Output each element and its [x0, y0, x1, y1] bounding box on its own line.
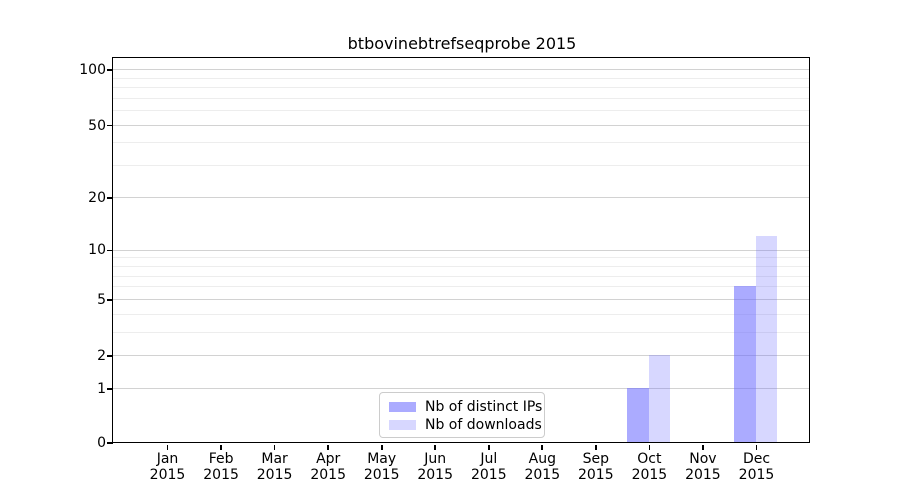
y-tick-mark: [106, 196, 113, 199]
minor-gridline: [113, 97, 810, 99]
x-tick-year: 2015: [310, 467, 346, 483]
x-tick-label: May 2015: [342, 451, 422, 483]
x-tick-month: Dec: [742, 451, 771, 467]
x-tick-label: Jan 2015: [128, 451, 208, 483]
bar-dec-distinct-ips: [734, 286, 756, 443]
x-tick-mark: [273, 444, 276, 450]
legend: Nb of distinct IPs Nb of downloads: [379, 392, 545, 438]
y-tick-label: 100: [79, 61, 106, 78]
minor-gridline: [113, 87, 810, 89]
x-tick-year: 2015: [631, 467, 668, 483]
y-tick-label: 5: [97, 291, 106, 308]
minor-gridline: [113, 165, 810, 167]
minor-gridline: [113, 275, 810, 277]
x-tick-label: Sep 2015: [556, 451, 636, 483]
y-tick-label: 10: [88, 242, 106, 259]
x-tick-year: 2015: [149, 467, 186, 483]
legend-item-downloads: Nb of downloads: [389, 416, 542, 434]
legend-label-downloads: Nb of downloads: [425, 417, 542, 433]
x-tick-month: Feb: [208, 451, 234, 467]
y-tick-mark: [106, 124, 113, 127]
major-gridline: [113, 388, 810, 390]
x-tick-label: Apr 2015: [288, 451, 368, 483]
x-tick-mark: [594, 444, 597, 450]
minor-gridline: [113, 265, 810, 267]
x-tick-mark: [541, 444, 544, 450]
y-tick-mark: [106, 355, 113, 358]
x-tick-year: 2015: [577, 467, 614, 483]
x-tick-year: 2015: [685, 467, 721, 483]
x-tick-year: 2015: [470, 467, 507, 483]
y-tick-mark: [106, 298, 113, 301]
y-tick-mark: [106, 388, 113, 391]
minor-gridline: [113, 286, 810, 288]
minor-gridline: [113, 331, 810, 333]
x-tick-year: 2015: [203, 467, 239, 483]
minor-gridline: [113, 142, 810, 144]
y-tick-label: 20: [88, 189, 106, 206]
plot-area: [112, 57, 811, 444]
y-tick-label: 50: [88, 117, 106, 134]
major-gridline: [113, 69, 810, 71]
x-tick-mark: [327, 444, 330, 450]
x-tick-mark: [380, 444, 383, 450]
x-tick-mark: [648, 444, 651, 450]
x-tick-year: 2015: [417, 467, 453, 483]
x-tick-label: Feb 2015: [181, 451, 261, 483]
x-tick-label: Jul 2015: [449, 451, 529, 483]
bar-oct-distinct-ips: [627, 388, 649, 443]
x-tick-year: 2015: [524, 467, 561, 483]
x-tick-month: May: [367, 451, 397, 467]
x-tick-label: Mar 2015: [235, 451, 315, 483]
legend-item-distinct-ips: Nb of distinct IPs: [389, 398, 542, 416]
minor-gridline: [113, 110, 810, 112]
y-tick-label: 1: [97, 381, 106, 398]
x-tick-mark: [755, 444, 758, 450]
x-tick-month: Sep: [582, 451, 609, 467]
x-tick-month: Jun: [424, 451, 447, 467]
x-tick-label: Nov 2015: [663, 451, 743, 483]
y-tick-mark: [106, 442, 113, 444]
y-tick-label: 0: [97, 435, 106, 451]
x-tick-mark: [220, 444, 222, 450]
minor-gridline: [113, 77, 810, 79]
x-tick-month: Mar: [261, 451, 288, 467]
major-gridline: [113, 355, 810, 357]
y-tick-mark: [106, 249, 113, 252]
x-tick-year: 2015: [363, 467, 400, 483]
x-tick-year: 2015: [738, 467, 775, 483]
chart-title: btbovinebtrefseqprobe 2015: [347, 34, 577, 53]
minor-gridline: [113, 313, 810, 315]
bar-dec-downloads: [755, 235, 778, 443]
major-gridline: [113, 124, 810, 126]
x-tick-label: Aug 2015: [502, 451, 582, 483]
major-gridline: [113, 196, 810, 198]
x-tick-mark: [166, 444, 169, 450]
x-tick-label: Oct 2015: [609, 451, 689, 483]
x-tick-month: Nov: [689, 451, 717, 467]
bar-oct-downloads: [648, 355, 670, 443]
x-tick-month: Jul: [480, 451, 498, 467]
major-gridline: [113, 298, 810, 300]
x-tick-month: Aug: [528, 451, 556, 467]
minor-gridline: [113, 257, 810, 259]
major-gridline: [113, 249, 810, 251]
x-tick-mark: [702, 444, 704, 450]
x-tick-mark: [487, 444, 490, 450]
x-tick-year: 2015: [256, 467, 293, 483]
x-tick-month: Jan: [156, 451, 179, 467]
legend-swatch-distinct-ips-icon: [389, 402, 416, 412]
x-tick-label: Jun 2015: [395, 451, 475, 483]
x-tick-month: Oct: [637, 451, 662, 467]
legend-label-distinct-ips: Nb of distinct IPs: [425, 399, 543, 415]
legend-swatch-downloads-icon: [389, 420, 416, 430]
y-tick-mark: [106, 69, 113, 71]
x-tick-label: Dec 2015: [717, 451, 797, 483]
x-tick-month: Apr: [316, 451, 341, 467]
y-tick-label: 2: [97, 348, 106, 365]
x-tick-mark: [434, 444, 437, 450]
